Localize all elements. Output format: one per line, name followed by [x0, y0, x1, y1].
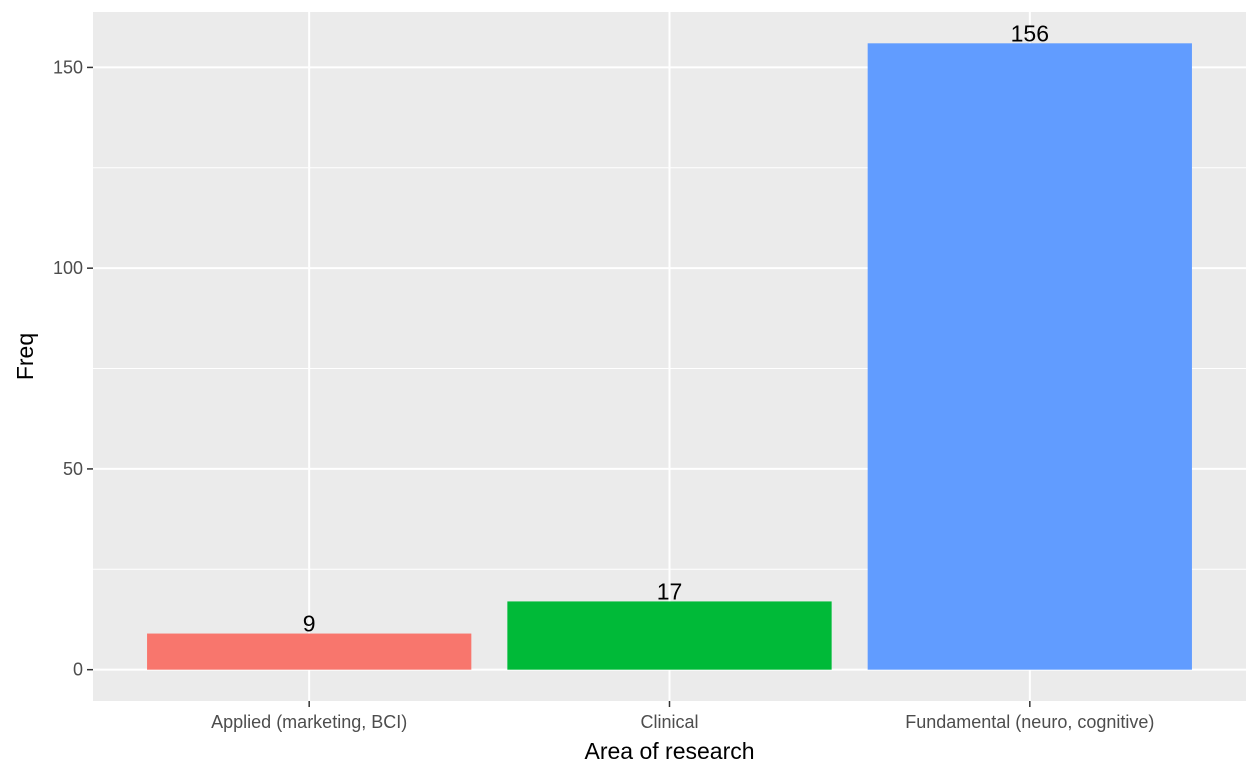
bar-2	[507, 601, 832, 670]
x-axis-title: Area of research	[584, 738, 754, 764]
y-tick-label: 50	[63, 459, 83, 479]
x-tick-label: Applied (marketing, BCI)	[211, 712, 407, 732]
data-label-3: 156	[1011, 20, 1049, 46]
bar-1	[147, 633, 472, 670]
y-tick-label: 100	[53, 258, 83, 278]
x-tick-label: Fundamental (neuro, cognitive)	[905, 712, 1154, 732]
bars	[147, 43, 1192, 670]
data-label-2: 17	[657, 578, 683, 604]
y-axis: 0 50 100 150	[53, 57, 93, 680]
y-axis-title: Freq	[12, 333, 38, 380]
data-labels: 9 17 156	[303, 20, 1049, 636]
y-tick-label: 0	[73, 660, 83, 680]
y-tick-label: 150	[53, 57, 83, 77]
bar-3	[867, 43, 1192, 670]
data-label-1: 9	[303, 611, 316, 637]
x-axis: Applied (marketing, BCI) Clinical Fundamen…	[211, 701, 1154, 732]
x-tick-label: Clinical	[640, 712, 698, 732]
